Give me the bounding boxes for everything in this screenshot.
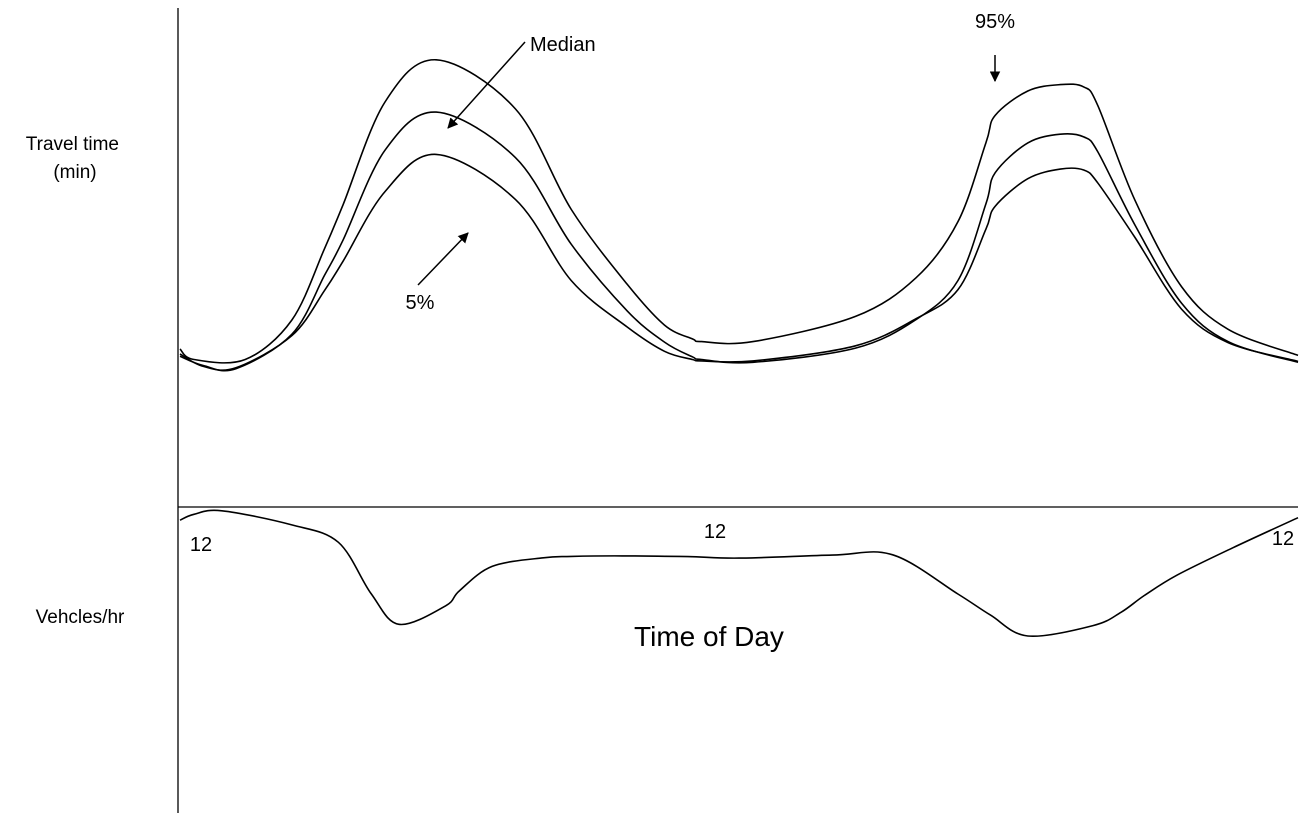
travel-time-ylabel-line1: Travel time — [26, 134, 119, 155]
annotation-p95-label: 95% — [975, 11, 1015, 33]
travel-time-line-5pct — [179, 153, 1299, 372]
x-tick-label-noon: 12 — [704, 521, 726, 543]
annotation-p5-label: 5% — [406, 292, 435, 314]
annotation-median-label: Median — [530, 34, 596, 56]
volume-line-series-0 — [179, 509, 1299, 638]
volume-ylabel: Vehcles/hr — [36, 607, 125, 628]
x-tick-label-start: 12 — [190, 534, 212, 556]
travel-time-ylabel: Travel time (min) — [26, 134, 125, 183]
annotation-median-arrow — [447, 41, 526, 129]
travel-time-line-median — [179, 111, 1299, 372]
annotation-p5-arrow — [417, 232, 469, 286]
x-tick-label-end: 12 — [1272, 528, 1294, 550]
travel-time-ylabel-line2: (min) — [53, 162, 96, 183]
annotation-median: Median — [447, 34, 596, 129]
annotation-p95: 95% — [975, 11, 1015, 83]
volume-series-group — [179, 509, 1299, 638]
travel-time-series-group — [179, 58, 1299, 372]
travel-time-line-95pct — [179, 58, 1299, 364]
x-axis-title: Time of Day — [634, 621, 784, 652]
annotation-p5: 5% — [406, 232, 469, 314]
